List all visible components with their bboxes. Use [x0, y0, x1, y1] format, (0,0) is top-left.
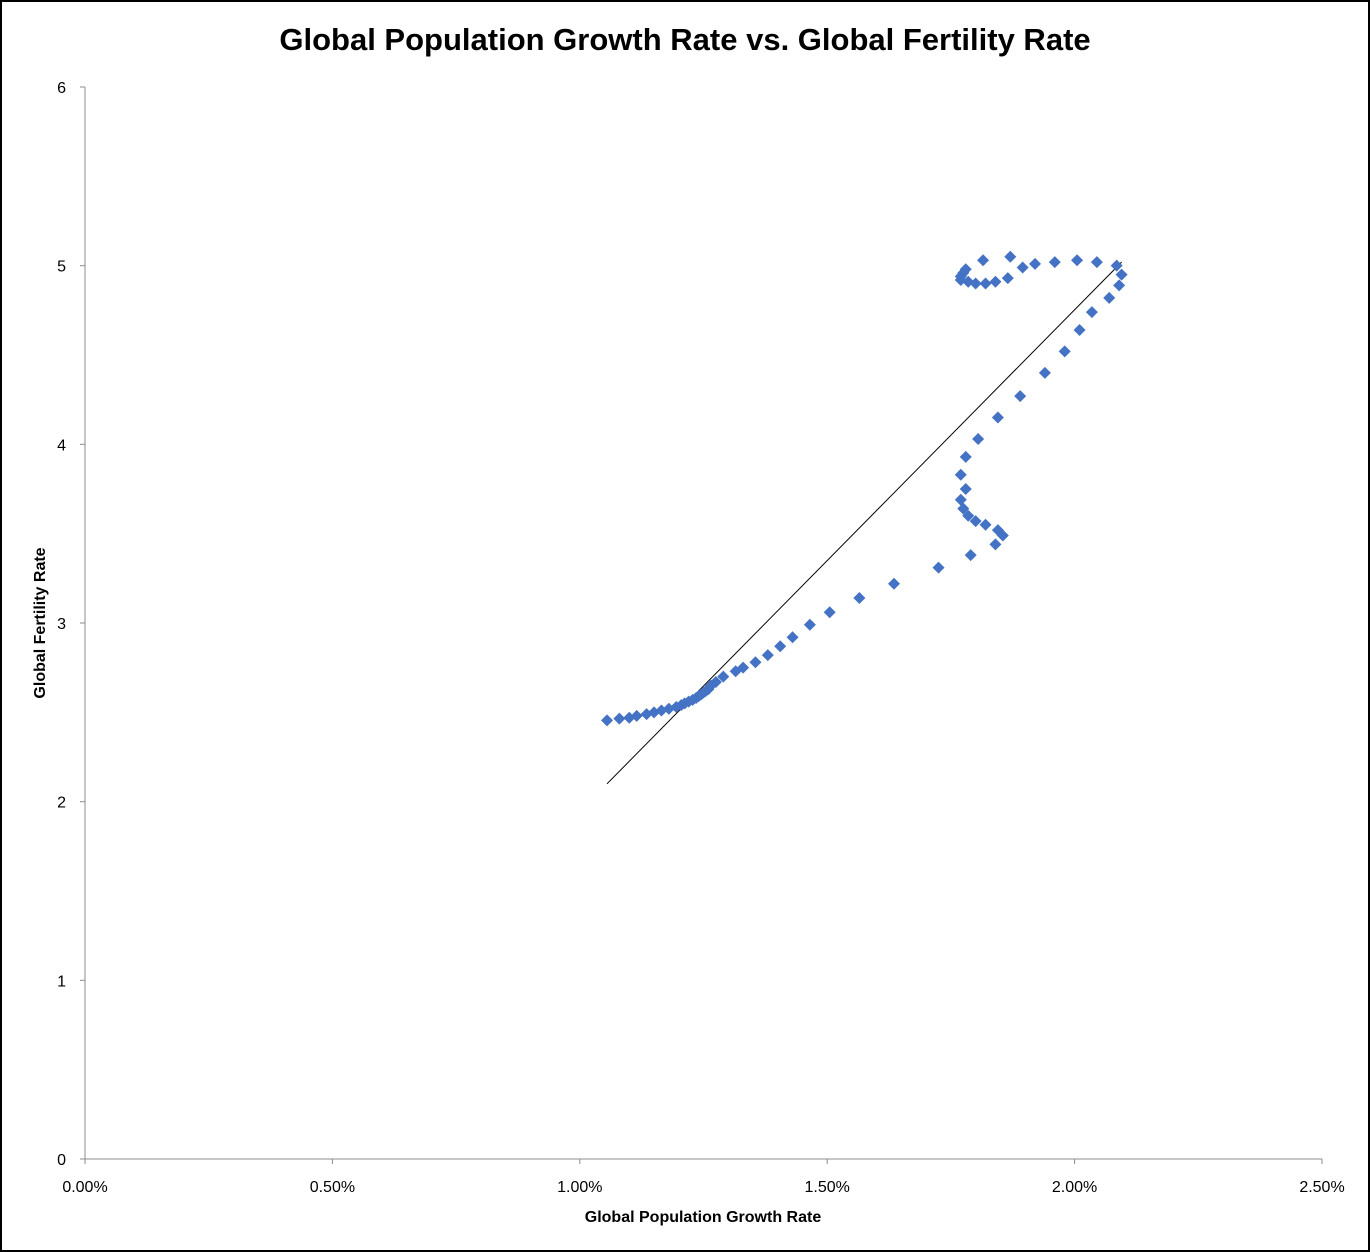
- data-point: [957, 502, 970, 515]
- data-point: [954, 468, 967, 481]
- data-point: [959, 483, 972, 495]
- x-tick-label: 2.50%: [1299, 1179, 1344, 1196]
- data-point: [932, 561, 945, 574]
- data-point: [853, 591, 866, 604]
- data-point: [729, 665, 742, 678]
- data-point: [972, 432, 985, 445]
- data-point: [613, 712, 626, 725]
- data-point: [823, 606, 836, 619]
- data-point: [1085, 306, 1098, 319]
- data-point: [959, 450, 972, 463]
- x-axis-ticks: 0.00% 0.50% 1.00% 1.50% 2.00% 2.50%: [62, 1159, 1345, 1196]
- data-point: [601, 714, 614, 727]
- data-point: [1004, 250, 1017, 263]
- data-point: [1090, 256, 1103, 269]
- y-tick-label: 1: [57, 973, 66, 990]
- y-tick-label: 3: [57, 616, 66, 633]
- x-tick-label: 1.00%: [557, 1179, 602, 1196]
- x-tick-label: 0.50%: [310, 1179, 355, 1196]
- data-point: [1113, 279, 1126, 292]
- x-tick-label: 1.50%: [805, 1179, 850, 1196]
- y-tick-label: 4: [57, 437, 66, 454]
- data-point: [969, 515, 982, 528]
- data-point: [969, 277, 982, 290]
- data-point: [1038, 366, 1051, 379]
- data-point: [996, 529, 1009, 542]
- data-point: [623, 711, 636, 724]
- data-points: [601, 250, 1128, 727]
- data-point: [1058, 345, 1071, 358]
- data-point: [962, 509, 975, 522]
- data-point: [954, 493, 967, 506]
- y-axis-label: Global Fertility Rate: [32, 547, 49, 698]
- y-axis-ticks: 0 1 2 3 4 5 6: [57, 80, 85, 1169]
- y-tick-label: 0: [57, 1152, 66, 1169]
- data-point: [959, 263, 972, 276]
- data-point: [964, 549, 977, 562]
- data-point: [1048, 256, 1061, 269]
- data-point: [749, 656, 762, 669]
- x-axis-label: Global Population Growth Rate: [585, 1209, 822, 1226]
- data-point: [887, 577, 900, 590]
- data-point: [989, 538, 1002, 551]
- data-point: [717, 670, 730, 683]
- y-tick-label: 2: [57, 795, 66, 812]
- y-tick-label: 6: [57, 80, 66, 97]
- data-point: [977, 254, 990, 267]
- data-point: [1071, 254, 1084, 267]
- x-tick-label: 0.00%: [62, 1179, 107, 1196]
- data-point: [1029, 257, 1042, 270]
- data-point: [774, 640, 787, 653]
- data-point: [1110, 259, 1123, 272]
- data-point: [979, 277, 992, 290]
- data-point: [1001, 272, 1014, 285]
- y-tick-label: 5: [57, 259, 66, 276]
- chart-title: Global Population Growth Rate vs. Global…: [279, 22, 1090, 57]
- data-point: [1014, 390, 1027, 403]
- data-point: [1016, 261, 1029, 274]
- data-point: [991, 411, 1004, 424]
- data-point: [1115, 268, 1128, 281]
- data-point: [979, 518, 992, 531]
- data-point: [989, 275, 1002, 288]
- data-point: [786, 631, 799, 644]
- data-point: [803, 618, 816, 631]
- data-point: [640, 708, 653, 721]
- data-point: [1073, 323, 1086, 336]
- data-point: [761, 649, 774, 662]
- data-point: [1103, 291, 1116, 304]
- x-tick-label: 2.00%: [1052, 1179, 1097, 1196]
